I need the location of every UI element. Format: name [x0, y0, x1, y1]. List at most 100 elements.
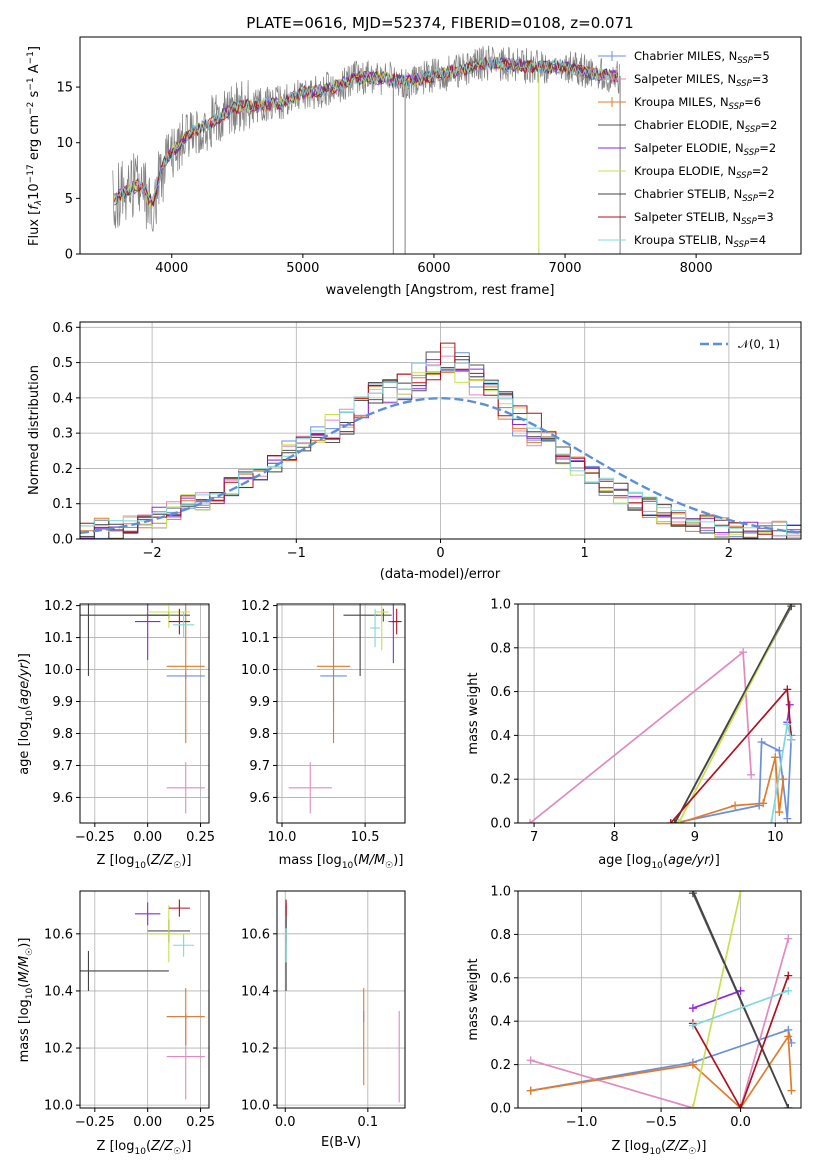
- y-tick-label: 5: [65, 192, 73, 207]
- x-tick-label: −2: [143, 546, 162, 561]
- x-tick-label: −0.5: [645, 1115, 677, 1130]
- mass-weight-point: [674, 819, 683, 823]
- y-axis-label: Flux [fλ10−17 erg cm−2 s−1 A−1]: [26, 46, 44, 246]
- y-tick-label: 0.0: [52, 533, 73, 548]
- y-tick-label: 10.2: [241, 599, 270, 614]
- mass-weight-point: [688, 1021, 697, 1030]
- mass-weight-point: [736, 986, 745, 995]
- spectrum-legend: Chabrier MILES, NSSP=5 Salpeter MILES, NS…: [598, 49, 777, 250]
- y-tick-label: 0.2: [490, 773, 511, 788]
- x-tick-label: 0: [436, 546, 444, 561]
- x-tick-label: 9: [691, 830, 699, 845]
- y-tick-label: 9.9: [249, 695, 270, 710]
- mass-weight-line: [674, 735, 793, 823]
- plot-area: [112, 45, 621, 254]
- mass-weight-point: [747, 770, 756, 779]
- mass-weight-point: [688, 891, 697, 895]
- y-axis-label: mass weight: [466, 672, 481, 754]
- x-tick-label: 0.0: [275, 1115, 296, 1130]
- spectrum-panel: 4000 5000 6000 7000 8000 0 5 10 15 wavelength [An…: [26, 36, 802, 298]
- x-tick-label: 4000: [155, 261, 188, 276]
- mass-weight-point: [775, 746, 784, 755]
- mass-weight-point: [771, 753, 780, 762]
- x-tick-label: 8000: [680, 261, 713, 276]
- y-tick-label: 10.2: [44, 1042, 73, 1057]
- y-tick-label: 9.9: [52, 695, 73, 710]
- mass-weight-line: [692, 891, 742, 1108]
- legend-label: Salpeter STELIB, NSSP=3: [634, 210, 774, 227]
- x-axis-label: E(B-V): [321, 1135, 361, 1150]
- mass-weight-point: [783, 720, 792, 729]
- mass-weight-point: [688, 1004, 697, 1013]
- y-tick-label: 10.2: [241, 1042, 270, 1057]
- axes-frame: [276, 890, 406, 1109]
- mass-weight-point: [779, 775, 788, 784]
- y-tick-label: 10.0: [241, 663, 270, 678]
- mass-weight-point: [785, 700, 794, 709]
- y-tick-label: 10: [56, 136, 73, 151]
- y-tick-label: 0.6: [52, 321, 73, 336]
- plot-area: [526, 891, 796, 1108]
- y-tick-label: 0.6: [490, 971, 511, 986]
- mass-weight-point: [736, 891, 745, 895]
- legend-label: Kroupa STELIB, NSSP=4: [634, 233, 766, 250]
- y-tick-label: 0.2: [52, 462, 73, 477]
- mass-weight-point: [767, 819, 776, 823]
- x-axis-label: Z [log10(Z/Z☉)]: [97, 1139, 192, 1157]
- x-axis-label: wavelength [Angstrom, rest frame]: [326, 283, 555, 298]
- mass-weight-line: [530, 938, 790, 1108]
- x-tick-label: 0.00: [133, 1115, 162, 1130]
- residual-histogram-step: [80, 342, 801, 535]
- mass-weight-point: [783, 685, 792, 694]
- mass-weight-point: [784, 971, 793, 980]
- y-tick-label: 1.0: [490, 885, 511, 900]
- legend-label: Chabrier STELIB, NSSP=2: [634, 187, 775, 204]
- y-tick-label: 0.6: [490, 685, 511, 700]
- y-tick-label: 0: [65, 248, 73, 263]
- normal-distribution-curve: [80, 396, 801, 534]
- y-tick-label: 9.7: [249, 759, 270, 774]
- mass-weight-point: [739, 648, 748, 657]
- axes-frame: [79, 321, 802, 540]
- y-tick-label: 10.6: [44, 927, 73, 942]
- legend-label: Chabrier ELODIE, NSSP=2: [634, 118, 777, 135]
- y-axis-label: age [log10(age/yr)]: [17, 653, 35, 775]
- mass-weight-point: [688, 1060, 697, 1069]
- mass-weight-line: [692, 891, 790, 1108]
- plot-area: [80, 342, 801, 539]
- mass-weight-point: [784, 934, 793, 943]
- mass-weight-point: [787, 1086, 796, 1095]
- y-tick-label: 9.6: [249, 791, 270, 806]
- x-tick-label: 10.0: [268, 830, 297, 845]
- y-tick-label: 10.6: [241, 927, 270, 942]
- legend-label: Salpeter MILES, NSSP=3: [634, 72, 769, 89]
- mass-weight-point: [784, 986, 793, 995]
- mass-weight-line: [678, 757, 785, 823]
- y-tick-label: 10.1: [44, 631, 73, 646]
- mass-weight-point: [775, 808, 784, 817]
- y-axis-label: mass weight: [466, 958, 481, 1040]
- x-tick-label: 0.25: [186, 1115, 215, 1130]
- weight-vs-metallicity-panel: −1.0 −0.5 0.0 0.0 0.2 0.4 0.6 0.8 1.0 mass weight…: [466, 885, 802, 1157]
- x-tick-label: 8: [610, 830, 618, 845]
- legend-label: Kroupa MILES, NSSP=6: [634, 95, 761, 112]
- plot-area: [80, 604, 205, 814]
- plot-area: [285, 899, 400, 1103]
- mass-weight-line: [530, 1033, 793, 1108]
- y-tick-label: 0.0: [490, 817, 511, 832]
- mass-weight-point: [688, 1104, 697, 1108]
- mass-weight-line: [670, 687, 793, 823]
- y-tick-label: 9.8: [52, 727, 73, 742]
- x-tick-label: 6000: [417, 261, 450, 276]
- y-tick-label: 0.1: [52, 497, 73, 512]
- mass-weight-point: [787, 735, 796, 744]
- mass-weight-point: [736, 1104, 745, 1108]
- y-tick-label: 10.4: [44, 984, 73, 999]
- axes-frame: [276, 603, 406, 824]
- y-tick-label: 10.4: [241, 984, 270, 999]
- figure-title: PLATE=0616, MJD=52374, FIBERID=0108, z=0…: [246, 14, 633, 32]
- mass-weight-point: [787, 604, 796, 608]
- x-tick-label: 0.1: [357, 1115, 378, 1130]
- x-axis-label: age [log10(age/yr)]: [598, 853, 720, 871]
